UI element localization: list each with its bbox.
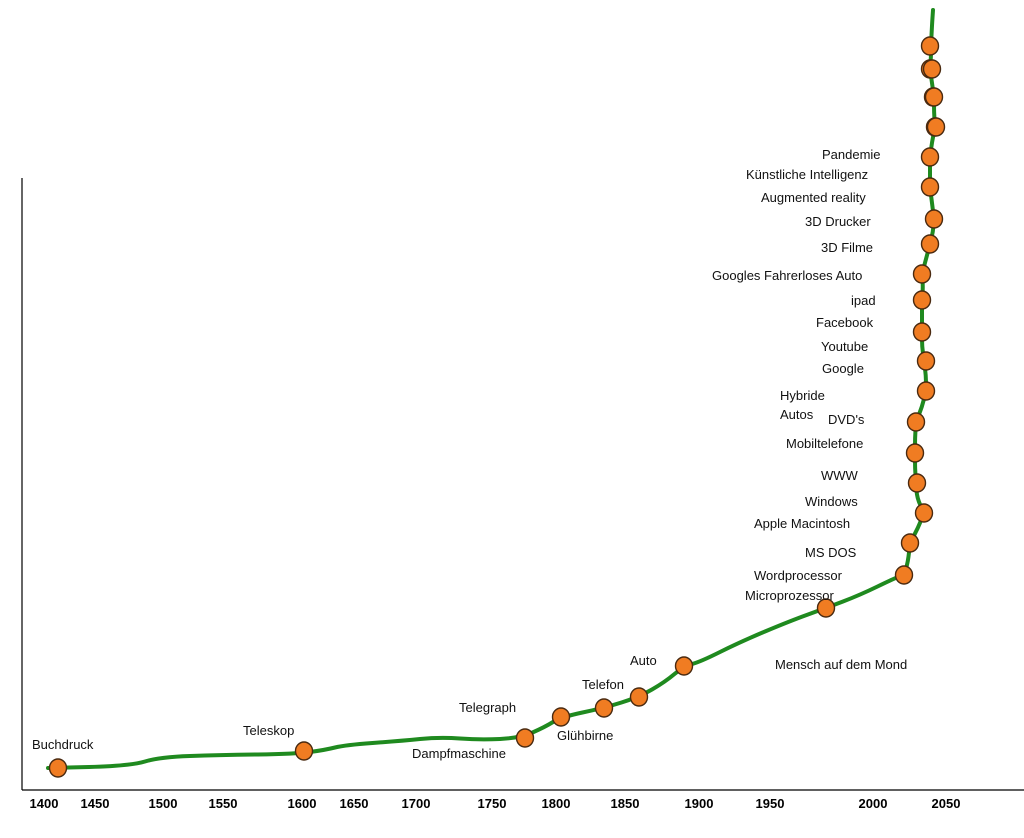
event-marker — [924, 87, 944, 107]
event-label: Googles Fahrerloses Auto — [712, 268, 862, 283]
event-label: Youtube — [821, 339, 868, 354]
event-marker — [916, 351, 936, 371]
event-label: MS DOS — [805, 545, 857, 560]
event-label: Teleskop — [243, 723, 294, 738]
x-tick-label: 1900 — [685, 796, 714, 811]
event-label: WWW — [821, 468, 859, 483]
event-labels: Buchdruck Teleskop Dampfmaschine Telegraph G… — [32, 147, 907, 761]
event-marker — [816, 598, 836, 618]
event-label: ipad — [851, 293, 876, 308]
event-marker — [920, 36, 940, 56]
event-label: Microprozessor — [745, 588, 835, 603]
event-marker — [905, 443, 925, 463]
event-label: 3D Drucker — [805, 214, 871, 229]
event-marker — [907, 473, 927, 493]
event-marker — [900, 533, 920, 553]
event-label: Apple Macintosh — [754, 516, 850, 531]
event-label: Buchdruck — [32, 737, 94, 752]
x-tick-label: 1800 — [542, 796, 571, 811]
event-label: Auto — [630, 653, 657, 668]
x-tick-label: 1950 — [756, 796, 785, 811]
x-tick-label: 1750 — [478, 796, 507, 811]
event-marker — [551, 707, 571, 727]
event-label: 3D Filme — [821, 240, 873, 255]
event-label: Künstliche Intelligenz — [746, 167, 868, 182]
event-label: Facebook — [816, 315, 874, 330]
event-label: Wordprocessor — [754, 568, 843, 583]
event-marker — [924, 209, 944, 229]
event-label: Telegraph — [459, 700, 516, 715]
event-marker — [294, 741, 314, 761]
event-label: Glühbirne — [557, 728, 613, 743]
event-label: Windows — [805, 494, 858, 509]
x-tick-label: 1700 — [402, 796, 431, 811]
event-label: Mobiltelefone — [786, 436, 863, 451]
event-marker — [912, 264, 932, 284]
x-tick-label: 1650 — [340, 796, 369, 811]
event-marker — [674, 656, 694, 676]
event-markers — [48, 36, 946, 778]
event-marker — [912, 290, 932, 310]
event-label: Pandemie — [822, 147, 881, 162]
event-label: Mensch auf dem Mond — [775, 657, 907, 672]
event-label: Google — [822, 361, 864, 376]
event-marker — [920, 147, 940, 167]
event-marker — [916, 381, 936, 401]
event-marker — [906, 412, 926, 432]
x-tick-label: 1500 — [149, 796, 178, 811]
event-marker — [922, 59, 942, 79]
x-tick-labels: 1400 1450 1500 1550 1600 1650 1700 1750 1800 1850… — [30, 796, 961, 811]
event-marker — [894, 565, 914, 585]
x-tick-label: 2050 — [932, 796, 961, 811]
x-tick-label: 1600 — [288, 796, 317, 811]
event-marker — [629, 687, 649, 707]
event-label: Autos — [780, 407, 814, 422]
x-tick-label: 1550 — [209, 796, 238, 811]
x-tick-label: 2000 — [859, 796, 888, 811]
x-tick-label: 1850 — [611, 796, 640, 811]
event-marker — [515, 728, 535, 748]
event-marker — [926, 117, 946, 137]
event-label: Hybride — [780, 388, 825, 403]
event-marker — [912, 322, 932, 342]
event-label: Telefon — [582, 677, 624, 692]
event-marker — [920, 234, 940, 254]
event-label: Augmented reality — [761, 190, 866, 205]
event-marker — [914, 503, 934, 523]
event-label: Dampfmaschine — [412, 746, 506, 761]
x-tick-label: 1400 — [30, 796, 59, 811]
event-marker — [48, 758, 68, 778]
x-tick-label: 1450 — [81, 796, 110, 811]
event-marker — [594, 698, 614, 718]
event-marker — [920, 177, 940, 197]
event-label: DVD's — [828, 412, 865, 427]
